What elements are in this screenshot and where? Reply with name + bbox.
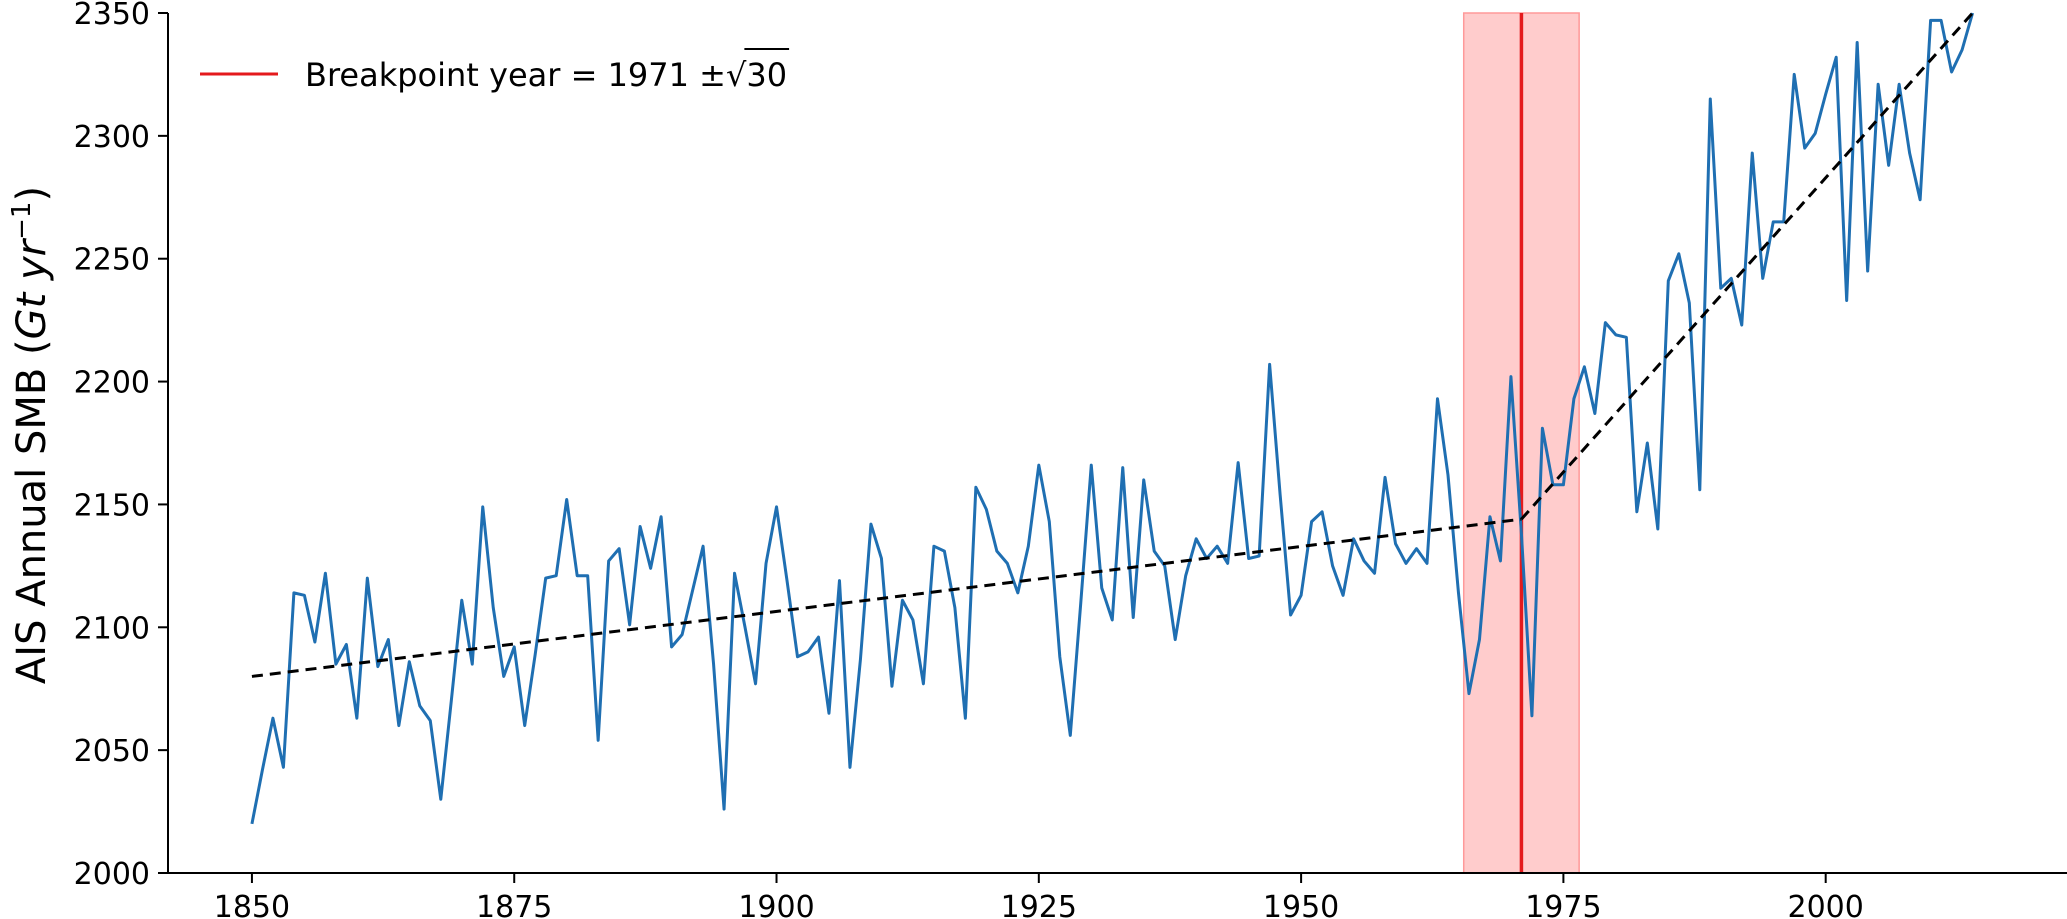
fit-layer (251, 12, 1974, 678)
series-layer (250, 12, 1975, 825)
y-tick-label-2000: 2000 (74, 857, 150, 892)
x-tick-label-1850: 1850 (214, 890, 290, 919)
series-line-smb (250, 12, 1975, 825)
y-tick-label-2350: 2350 (74, 0, 150, 32)
axes: 1850 1875 1900 1925 1950 1975 2000 2000 2050 2100… (74, 0, 2067, 919)
y-axis-label-group: AIS Annual SMB (Gt yr−1) (7, 186, 55, 684)
x-tick-label-1875: 1875 (476, 890, 552, 919)
y-tick-label-2050: 2050 (74, 734, 150, 769)
x-tick-label-1975: 1975 (1525, 890, 1601, 919)
legend-label: Breakpoint year = 1971 ±√30 (305, 56, 787, 94)
y-tick-label-2150: 2150 (74, 488, 150, 523)
x-tick-label-1900: 1900 (738, 890, 814, 919)
legend-sqrt-value: 30 (746, 56, 787, 94)
fit-segment-2 (1520, 12, 1974, 521)
breakpoint-band-layer (1462, 12, 1580, 874)
x-tick-label-1925: 1925 (1001, 890, 1077, 919)
y-axis-label: AIS Annual SMB (Gt yr−1) (7, 186, 55, 684)
x-tick-label-2000: 2000 (1788, 890, 1864, 919)
x-tick-label-1950: 1950 (1263, 890, 1339, 919)
y-tick-label-2200: 2200 (74, 366, 150, 401)
legend: Breakpoint year = 1971 ±√30 (200, 48, 790, 94)
y-tick-label-2250: 2250 (74, 243, 150, 278)
y-tick-label-2300: 2300 (74, 120, 150, 155)
sqrt-symbol: √ (726, 56, 747, 94)
fit-segment-1 (251, 517, 1522, 678)
y-tick-label-2100: 2100 (74, 611, 150, 646)
